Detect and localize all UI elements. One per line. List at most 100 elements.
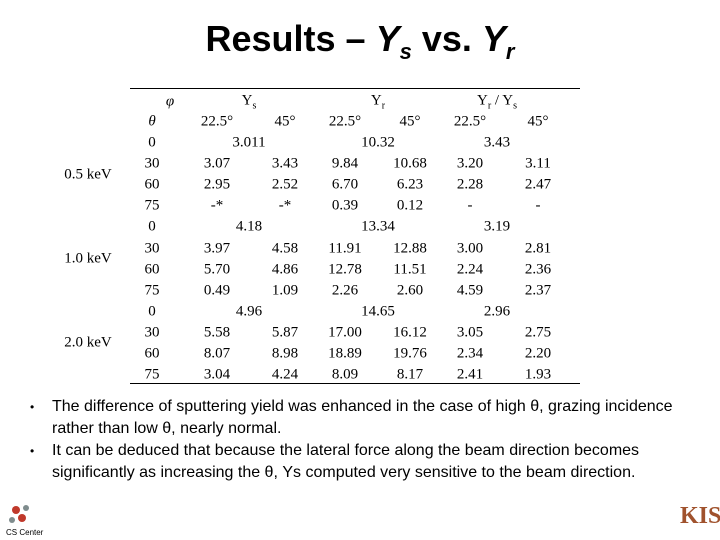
value-cell: 2.26 bbox=[331, 282, 359, 299]
value-cell: 8.17 bbox=[396, 366, 424, 383]
value-cell: 2.34 bbox=[456, 345, 484, 362]
value-cell: 19.76 bbox=[393, 345, 427, 362]
title: Results – Ys vs. Yr bbox=[0, 18, 720, 65]
value-cell: 1.93 bbox=[524, 366, 552, 383]
merged-cell: 2.96 bbox=[483, 303, 511, 320]
value-cell: 9.84 bbox=[331, 155, 359, 172]
value-cell: 5.70 bbox=[203, 261, 231, 278]
value-cell: 2.24 bbox=[456, 261, 484, 278]
header-cell: Ys bbox=[242, 93, 257, 112]
value-cell: 3.20 bbox=[456, 155, 484, 172]
header-cell: 22.5° bbox=[200, 113, 234, 130]
value-cell: 3.11 bbox=[525, 155, 551, 172]
value-cell: 3.43 bbox=[271, 155, 299, 172]
header-sub: s bbox=[252, 100, 257, 112]
value-cell: 2.20 bbox=[524, 345, 552, 362]
value-cell: 3.97 bbox=[203, 240, 231, 256]
kist-logo: KIST bbox=[680, 503, 720, 529]
header-sub: r bbox=[381, 100, 386, 112]
value-cell: 4.24 bbox=[271, 366, 299, 383]
theta-cell: 60 bbox=[144, 261, 160, 278]
value-cell: 11.51 bbox=[393, 261, 427, 278]
theta-cell: 30 bbox=[144, 155, 160, 172]
value-cell: 2.37 bbox=[524, 282, 552, 299]
value-cell: 3.05 bbox=[456, 324, 484, 341]
theta-cell: 75 bbox=[144, 282, 160, 299]
header-cell: θ bbox=[148, 113, 156, 130]
value-cell: 5.58 bbox=[203, 324, 231, 341]
title-text: Y bbox=[375, 18, 400, 59]
table-bottom-rule bbox=[130, 383, 580, 384]
value-cell: 8.09 bbox=[331, 366, 359, 383]
value-cell: 5.87 bbox=[271, 324, 299, 341]
energy-label: 1.0 keV bbox=[64, 250, 112, 267]
value-cell: 6.70 bbox=[331, 176, 359, 193]
merged-cell: 3.43 bbox=[483, 134, 511, 151]
header-cell: Yr bbox=[371, 93, 385, 112]
value-cell: 0.49 bbox=[203, 282, 231, 299]
value-cell: 12.88 bbox=[393, 240, 427, 256]
header-cell: 45° bbox=[527, 113, 549, 130]
merged-cell: 3.19 bbox=[483, 218, 511, 235]
header-text: Y bbox=[476, 92, 488, 109]
header-cell: 22.5° bbox=[453, 113, 487, 130]
value-cell: 2.36 bbox=[524, 261, 552, 278]
table-top-rule bbox=[130, 88, 580, 89]
merged-cell: 10.32 bbox=[361, 134, 395, 151]
bullet-text: The difference of sputtering yield was e… bbox=[52, 398, 673, 437]
value-cell: 2.52 bbox=[271, 176, 299, 193]
theta-cell: 30 bbox=[144, 240, 160, 256]
header-text: φ bbox=[165, 93, 175, 110]
bullet: • The difference of sputtering yield was … bbox=[0, 396, 677, 440]
value-cell: 11.91 bbox=[328, 240, 362, 256]
header-text: / Y bbox=[491, 92, 514, 109]
merged-cell: 14.65 bbox=[361, 303, 395, 320]
value-cell: 8.98 bbox=[271, 345, 299, 362]
merged-cell: 4.96 bbox=[235, 303, 263, 320]
title-text: vs. bbox=[411, 18, 482, 59]
header-cell: 45° bbox=[399, 113, 421, 130]
merged-cell: 3.011 bbox=[232, 134, 266, 151]
header-sub: s bbox=[513, 100, 518, 112]
title-text: Y bbox=[481, 18, 506, 59]
merged-cell: 4.18 bbox=[235, 218, 263, 235]
value-cell: 1.09 bbox=[271, 282, 299, 299]
value-cell: -* bbox=[210, 197, 224, 214]
bullet-dot: • bbox=[30, 444, 35, 458]
value-cell: 18.89 bbox=[328, 345, 362, 362]
value-cell: 17.00 bbox=[328, 324, 362, 341]
value-cell: 2.81 bbox=[524, 240, 552, 256]
title-text: Results – bbox=[205, 18, 376, 59]
value-cell: 10.68 bbox=[393, 155, 427, 172]
value-cell: 3.07 bbox=[203, 155, 231, 172]
cs-center-logo bbox=[9, 505, 29, 523]
bullet-text: It can be deduced that because the later… bbox=[52, 442, 640, 481]
value-cell: 8.07 bbox=[203, 345, 231, 362]
value-cell: 0.12 bbox=[396, 197, 424, 214]
value-cell: 2.28 bbox=[456, 176, 484, 193]
value-cell: 16.12 bbox=[393, 324, 427, 341]
title-sub: r bbox=[505, 39, 515, 65]
header-cell: φ bbox=[166, 94, 174, 111]
bullet-dot: • bbox=[30, 400, 35, 414]
value-cell: 4.58 bbox=[271, 240, 299, 256]
header-cell: 45° bbox=[274, 113, 296, 130]
theta-cell: 0 bbox=[148, 134, 156, 151]
value-cell: 2.95 bbox=[203, 176, 231, 193]
theta-cell: 60 bbox=[144, 345, 160, 362]
value-cell: 2.60 bbox=[396, 282, 424, 299]
value-cell: 4.86 bbox=[271, 261, 299, 278]
energy-label: 0.5 keV bbox=[64, 166, 112, 183]
bullet-list: • The difference of sputtering yield was … bbox=[0, 396, 720, 484]
theta-cell: 60 bbox=[144, 176, 160, 193]
value-cell: -* bbox=[278, 197, 292, 214]
value-cell: 0.39 bbox=[331, 197, 359, 214]
value-cell: 3.00 bbox=[456, 240, 484, 256]
logo-text: CS Center bbox=[6, 528, 44, 537]
value-cell: - bbox=[535, 197, 541, 214]
value-cell: 2.41 bbox=[456, 366, 484, 383]
value-cell: 12.78 bbox=[328, 261, 362, 278]
title-sub: s bbox=[399, 39, 412, 65]
bullet: • It can be deduced that because the late… bbox=[0, 440, 677, 484]
